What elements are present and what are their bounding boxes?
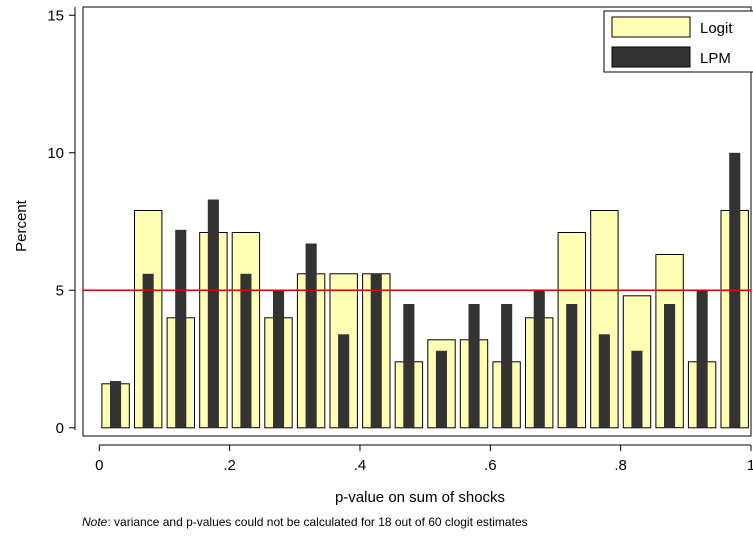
lpm-bar [370,273,382,428]
legend-label-logit: Logit [700,20,733,37]
note-text: : variance and p-values could not be cal… [107,515,527,529]
lpm-bar [533,290,545,428]
lpm-bar [566,304,578,428]
x-tick-label: 1 [747,457,753,474]
legend-swatch-logit [611,16,691,38]
x-tick-label: .8 [614,457,627,474]
y-axis: 0 5 10 15 [47,7,76,437]
legend-swatch-lpm [611,46,691,68]
y-tick-label: 0 [56,420,64,437]
lpm-bar [631,350,643,428]
lpm-bar [501,304,513,428]
x-tick-label: .4 [354,457,367,474]
legend: Logit LPM [603,10,753,73]
lpm-bar [696,290,708,428]
legend-label-lpm: LPM [700,50,731,67]
lpm-bar [435,350,447,428]
lpm-bar [338,334,350,428]
x-axis-title: p-value on sum of shocks [335,489,505,506]
note-prefix: Note [82,515,108,529]
lpm-bar [403,304,415,428]
x-axis: 0 .2 .4 .6 .8 1 [95,444,753,474]
x-tick-label: .6 [484,457,497,474]
lpm-bar [598,334,610,428]
lpm-bar [273,290,285,428]
lpm-bar [110,381,122,428]
lpm-bar [142,273,154,428]
x-tick-label: 0 [95,457,103,474]
lpm-bar [305,243,317,428]
y-tick-label: 15 [47,7,64,24]
lpm-bar [468,304,480,428]
y-tick-label: 5 [56,282,64,299]
lpm-bar [664,304,676,428]
lpm-bar [175,229,187,428]
lpm-bar [207,199,219,428]
y-axis-title: Percent [13,199,30,252]
y-tick-label: 10 [47,145,64,162]
lpm-bar [240,273,252,428]
x-tick-label: .2 [223,457,236,474]
note: Note: variance and p-values could not be… [82,515,528,529]
